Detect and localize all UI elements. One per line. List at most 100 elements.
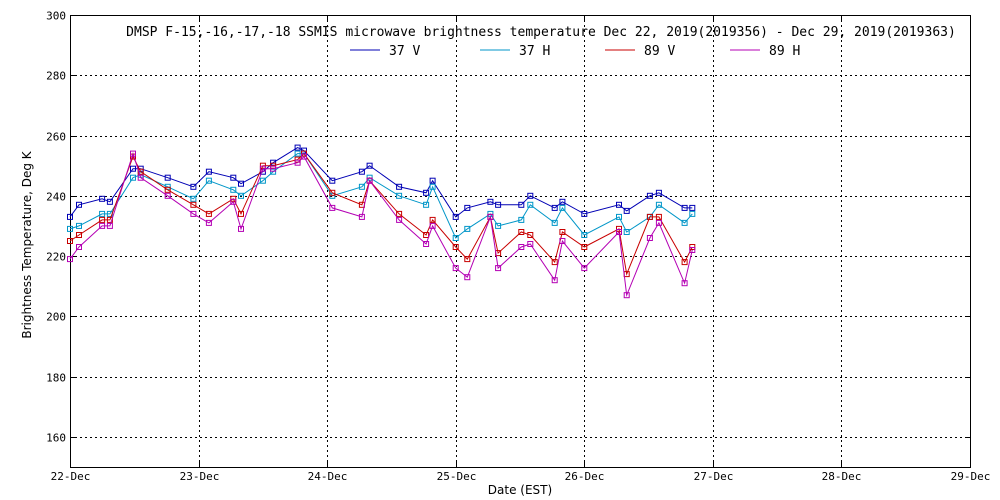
data-point	[616, 229, 622, 235]
data-point	[329, 204, 336, 211]
x-tick-label: 26-Dec	[565, 470, 605, 483]
data-point	[581, 232, 588, 238]
data-point	[67, 225, 73, 232]
data-point	[106, 222, 113, 229]
data-point	[518, 201, 525, 208]
data-point	[551, 259, 558, 266]
data-point	[464, 204, 471, 211]
axis-ticks	[70, 15, 971, 467]
data-point	[429, 177, 436, 184]
data-point	[559, 229, 566, 235]
data-point	[518, 216, 525, 223]
data-point	[581, 265, 588, 272]
data-point	[329, 189, 336, 196]
data-point	[623, 229, 630, 235]
data-point	[205, 219, 212, 226]
y-tick-labels: 160 180 200 220 240 260 280 300	[46, 10, 66, 445]
data-point	[423, 189, 430, 196]
data-point	[423, 241, 430, 247]
data-point	[429, 222, 436, 229]
data-point	[681, 280, 688, 287]
data-point	[623, 207, 630, 214]
data-point	[559, 238, 566, 244]
data-point	[106, 198, 113, 205]
y-tick-label: 300	[46, 10, 66, 23]
data-point	[76, 201, 82, 208]
data-point	[294, 144, 301, 151]
data-point	[623, 292, 630, 299]
data-point	[396, 216, 403, 223]
data-point	[164, 186, 171, 193]
data-point	[487, 213, 494, 220]
data-point	[130, 174, 136, 181]
data-point	[495, 201, 502, 208]
data-point	[646, 213, 653, 220]
data-point	[487, 198, 494, 205]
data-point	[655, 213, 662, 220]
x-tick-label: 29-Dec	[951, 470, 991, 483]
data-point	[358, 213, 365, 220]
data-point	[464, 256, 471, 263]
data-point	[190, 201, 197, 208]
grid-lines	[70, 15, 970, 467]
data-point	[329, 177, 336, 184]
data-point	[137, 168, 144, 175]
data-point	[527, 192, 534, 199]
data-point	[270, 165, 277, 172]
legend-label: 89 H	[769, 44, 800, 59]
data-point	[429, 216, 436, 223]
data-point	[655, 189, 662, 196]
x-tick-label: 27-Dec	[694, 470, 734, 483]
data-point	[259, 177, 266, 184]
data-point	[452, 213, 459, 220]
data-point	[559, 198, 566, 205]
y-tick-label: 220	[46, 251, 66, 264]
data-point	[358, 183, 365, 190]
data-point	[366, 162, 373, 169]
data-point	[689, 204, 696, 211]
series-line-37-v	[69, 147, 693, 218]
data-point	[238, 210, 244, 217]
x-tick-label: 28-Dec	[822, 470, 862, 483]
y-tick-label: 240	[46, 191, 66, 204]
legend-label: 37 V	[389, 44, 420, 59]
data-point	[99, 216, 106, 223]
data-point	[429, 183, 436, 190]
data-point	[137, 174, 144, 181]
data-series	[67, 144, 696, 299]
data-point	[551, 277, 558, 284]
data-point	[106, 216, 113, 223]
data-point	[238, 192, 244, 199]
data-point	[464, 274, 471, 281]
y-tick-label: 160	[46, 432, 66, 445]
data-point	[646, 192, 653, 199]
data-point	[527, 241, 534, 247]
chart-title: DMSP F-15,-16,-17,-18 SSMIS microwave br…	[126, 25, 956, 40]
data-point	[164, 192, 171, 199]
data-point	[366, 177, 373, 184]
data-point	[681, 204, 688, 211]
data-point	[495, 265, 502, 272]
data-point	[130, 150, 136, 157]
data-point	[238, 180, 244, 187]
y-tick-label: 180	[46, 372, 66, 385]
data-point	[581, 210, 588, 217]
data-point	[190, 210, 197, 217]
data-point	[681, 259, 688, 266]
series-line-89-v	[69, 152, 693, 276]
y-tick-label: 200	[46, 311, 66, 324]
data-point	[396, 192, 403, 199]
data-point	[518, 229, 525, 235]
y-axis-title: Brightness Temperature, Deg K	[20, 150, 34, 338]
data-point	[99, 222, 106, 229]
data-point	[230, 174, 237, 181]
series-line-89-h	[69, 151, 693, 298]
x-axis-title: Date (EST)	[488, 483, 552, 497]
data-point	[518, 244, 525, 250]
data-point	[464, 225, 471, 232]
x-tick-label: 25-Dec	[437, 470, 477, 483]
data-point	[358, 168, 365, 175]
data-point	[67, 238, 73, 244]
data-point	[616, 213, 622, 220]
